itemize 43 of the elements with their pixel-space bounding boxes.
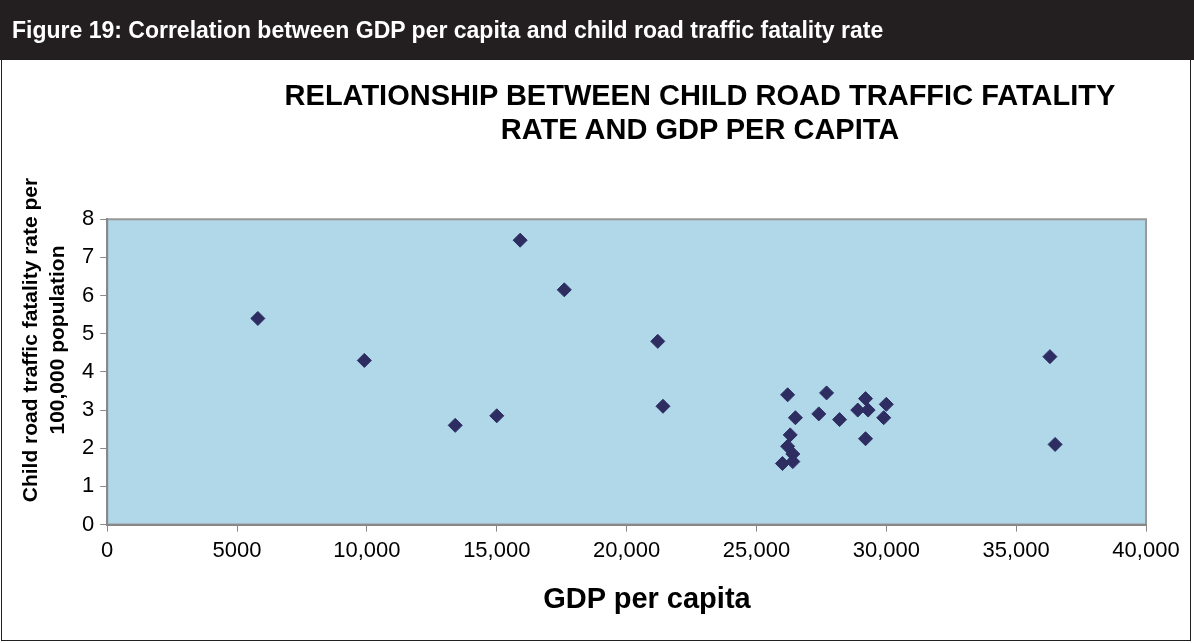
point bbox=[447, 417, 463, 433]
point bbox=[878, 396, 894, 412]
point bbox=[1042, 349, 1058, 365]
point bbox=[858, 431, 874, 447]
y-tick-label: 5 bbox=[81, 319, 95, 345]
point bbox=[832, 412, 848, 428]
x-tick-label: 5000 bbox=[212, 536, 262, 562]
point bbox=[655, 398, 671, 414]
chart-title: RELATIONSHIP BETWEEN CHILD ROAD TRAFFIC FATALITY RATE AND GDP PER CAPITA bbox=[283, 78, 1117, 146]
point bbox=[556, 282, 572, 298]
x-tick-label: 15,000 bbox=[463, 536, 531, 562]
caption: Figure 19: Correlation between GDP per capita and child road traffic fatality rate bbox=[0, 0, 1194, 60]
x-tick-label: 35,000 bbox=[982, 536, 1050, 562]
y-tick-label: 4 bbox=[81, 357, 95, 383]
x-tick-label: 40,000 bbox=[1112, 536, 1180, 562]
y-tick-label: 8 bbox=[81, 205, 95, 231]
point bbox=[250, 310, 266, 326]
y-tick-label: 2 bbox=[81, 434, 95, 460]
x-tick-label: 10,000 bbox=[333, 536, 401, 562]
point bbox=[876, 410, 892, 426]
x-tick-label: 20,000 bbox=[592, 536, 661, 562]
x-axis-title: GDP per capita bbox=[542, 582, 752, 615]
y-tick-label: 3 bbox=[81, 396, 95, 422]
point bbox=[1047, 436, 1063, 452]
y-tick-label: 0 bbox=[81, 510, 95, 536]
y-tick-label: 1 bbox=[81, 472, 95, 498]
point bbox=[356, 352, 372, 368]
point bbox=[787, 410, 803, 426]
point bbox=[819, 385, 835, 401]
point bbox=[650, 333, 666, 349]
point bbox=[780, 387, 796, 403]
point bbox=[811, 406, 827, 422]
y-tick-label: 6 bbox=[81, 281, 95, 307]
x-tick-label: 25,000 bbox=[722, 536, 791, 562]
y-tick-label: 7 bbox=[81, 243, 95, 269]
x-tick-label: 0 bbox=[101, 536, 114, 562]
x-tick-label: 30,000 bbox=[852, 536, 920, 562]
point bbox=[858, 391, 874, 407]
y-axis-title: Child road traffic fatality rate per 100,000 population bbox=[17, 176, 69, 505]
point bbox=[489, 408, 505, 424]
point bbox=[782, 427, 798, 443]
point bbox=[512, 232, 528, 248]
point bbox=[774, 456, 790, 472]
